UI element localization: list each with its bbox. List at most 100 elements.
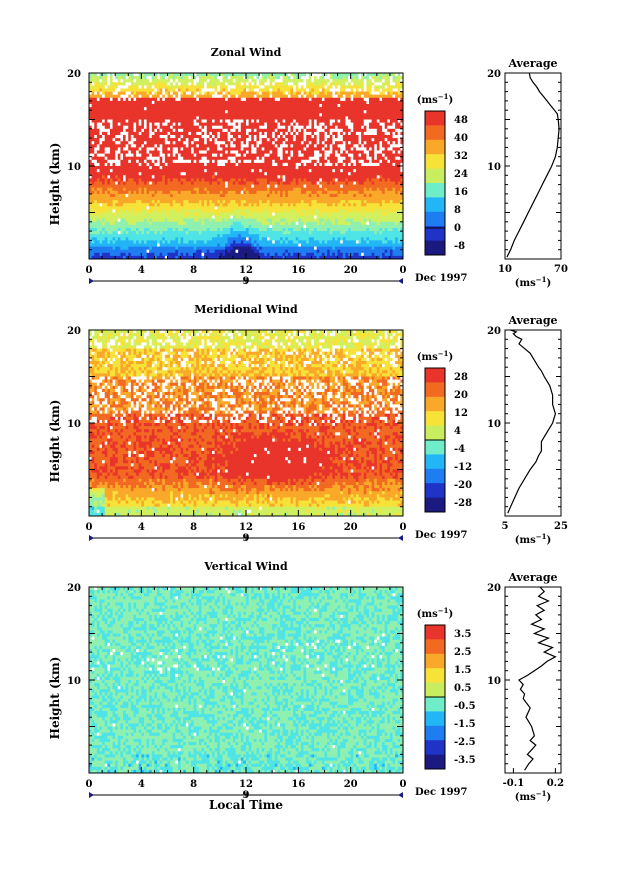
heatmap-cell	[261, 181, 265, 185]
heatmap-cell	[272, 181, 276, 185]
heatmap-cell	[319, 85, 323, 89]
heatmap-cell	[102, 128, 106, 133]
heatmap-cell	[196, 193, 200, 198]
heatmap-cell	[319, 184, 323, 189]
heatmap-cell	[177, 141, 181, 145]
heatmap-cell	[232, 181, 236, 185]
heatmap-cell	[107, 169, 111, 173]
heatmap-cell	[159, 94, 163, 99]
heatmap-cell	[368, 162, 372, 167]
heatmap-cell	[308, 162, 312, 167]
heatmap-cell	[112, 104, 116, 108]
heatmap-cell	[170, 94, 174, 99]
heatmap-cell	[355, 159, 359, 164]
heatmap-cell	[238, 97, 242, 102]
heatmap-cell	[115, 73, 119, 77]
heatmap-cell	[395, 94, 399, 99]
heatmap-cell	[332, 131, 336, 136]
heatmap-cell	[400, 82, 404, 86]
heatmap-cell	[342, 187, 346, 192]
heatmap-cell	[191, 187, 195, 192]
heatmap-cell	[345, 116, 349, 120]
heatmap-cell	[204, 104, 208, 108]
heatmap-cell	[193, 97, 197, 102]
heatmap-cell	[243, 181, 247, 185]
heatmap-cell	[99, 156, 103, 161]
heatmap-cell	[177, 166, 181, 170]
heatmap-cell	[217, 73, 221, 77]
heatmap-cell	[332, 85, 336, 89]
heatmap-cell	[340, 135, 344, 139]
heatmap-cell	[206, 91, 210, 96]
heatmap-cell	[282, 135, 286, 139]
heatmap-cell	[350, 166, 354, 170]
heatmap-cell	[243, 131, 247, 136]
heatmap-cell	[104, 144, 108, 148]
heatmap-cell	[397, 76, 401, 80]
heatmap-cell	[345, 166, 349, 170]
heatmap-cell	[196, 187, 200, 192]
heatmap-cell	[387, 94, 391, 99]
heatmap-cell	[222, 138, 226, 142]
heatmap-cell	[211, 131, 215, 136]
heatmap-cell	[112, 178, 116, 182]
heatmap-cell	[295, 76, 299, 80]
heatmap-cell	[280, 73, 284, 77]
heatmap-cell	[319, 94, 323, 99]
heatmap-cell	[395, 122, 399, 127]
heatmap-cell	[96, 79, 100, 83]
heatmap-cell	[112, 187, 116, 192]
heatmap-cell	[298, 100, 302, 105]
heatmap-cell	[272, 110, 276, 114]
heatmap-cell	[227, 197, 231, 201]
heatmap-cell	[201, 122, 205, 127]
heatmap-cell	[311, 197, 315, 201]
heatmap-cell	[355, 85, 359, 89]
heatmap-cell	[107, 119, 111, 123]
heatmap-cell	[104, 97, 108, 102]
heatmap-cell	[235, 150, 239, 154]
heatmap-cell	[193, 156, 197, 161]
heatmap-cell	[128, 144, 132, 148]
heatmap-cell	[125, 141, 129, 145]
heatmap-cell	[123, 82, 127, 86]
heatmap-cell	[196, 76, 200, 80]
heatmap-cell	[306, 141, 310, 145]
heatmap-cell	[295, 138, 299, 142]
heatmap-cell	[363, 82, 367, 86]
heatmap-cell	[120, 200, 124, 204]
heatmap-cell	[230, 169, 234, 173]
heatmap-cell	[198, 159, 202, 164]
heatmap-cell	[316, 175, 320, 179]
heatmap-cell	[251, 97, 255, 102]
heatmap-cell	[355, 100, 359, 105]
heatmap-cell	[319, 181, 323, 185]
heatmap-cell	[329, 166, 333, 170]
heatmap-cell	[379, 97, 383, 102]
heatmap-cell	[225, 169, 229, 173]
heatmap-cell	[138, 159, 142, 164]
heatmap-cell	[225, 131, 229, 136]
heatmap-cell	[136, 100, 140, 105]
heatmap-cell	[366, 197, 370, 201]
heatmap-cell	[91, 147, 95, 151]
heatmap-cell	[259, 190, 263, 195]
heatmap-cell	[280, 187, 284, 192]
heatmap-cell	[146, 159, 150, 164]
heatmap-cell	[374, 73, 378, 77]
heatmap-cell	[206, 76, 210, 80]
heatmap-cell	[361, 131, 365, 136]
heatmap-cell	[358, 175, 362, 179]
heatmap-cell	[136, 91, 140, 96]
heatmap-cell	[264, 156, 268, 161]
heatmap-cell	[235, 156, 239, 161]
heatmap-cell	[311, 187, 315, 192]
heatmap-cell	[387, 100, 391, 105]
heatmap-cell	[340, 104, 344, 108]
heatmap-cell	[177, 200, 181, 204]
heatmap-cell	[109, 141, 113, 145]
heatmap-cell	[225, 187, 229, 192]
heatmap-cell	[180, 113, 184, 117]
heatmap-cell	[264, 116, 268, 120]
heatmap-cell	[274, 193, 278, 198]
